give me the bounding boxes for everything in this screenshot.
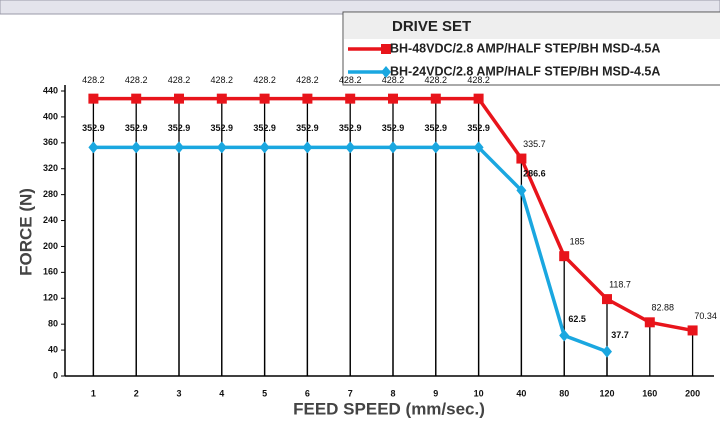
data-label: 352.9 xyxy=(467,123,490,133)
point xyxy=(516,153,527,164)
x-tick-label: 5 xyxy=(262,388,267,398)
legend-label: BH-24VDC/2.8 AMP/HALF STEP/BH MSD-4.5A xyxy=(390,64,660,78)
y-tick-label: 400 xyxy=(43,111,58,121)
data-label: 428.2 xyxy=(253,75,276,85)
x-tick-label: 10 xyxy=(474,388,484,398)
data-label: 428.2 xyxy=(339,75,362,85)
y-axis-label: FORCE (N) xyxy=(16,188,35,276)
y-tick-label: 120 xyxy=(43,293,58,303)
data-label: 352.9 xyxy=(382,123,405,133)
point xyxy=(174,141,184,154)
data-label: 62.5 xyxy=(568,314,586,324)
x-tick-label: 7 xyxy=(348,388,353,398)
data-label: 335.7 xyxy=(523,139,546,149)
data-label: 428.2 xyxy=(211,75,234,85)
data-label: 352.9 xyxy=(168,123,191,133)
data-label: 428.2 xyxy=(425,75,448,85)
legend-marker xyxy=(381,66,391,78)
point xyxy=(430,141,441,154)
point xyxy=(345,93,356,104)
point xyxy=(302,141,313,154)
data-label: 352.9 xyxy=(339,123,362,133)
x-tick-label: 3 xyxy=(176,388,181,398)
y-tick-label: 40 xyxy=(48,344,58,354)
data-label: 352.9 xyxy=(296,123,319,133)
data-label: 428.2 xyxy=(125,75,148,85)
y-tick-label: 160 xyxy=(43,267,58,277)
legend-header xyxy=(344,13,720,39)
point xyxy=(473,93,484,104)
x-tick-label: 4 xyxy=(219,388,224,398)
data-label: 185 xyxy=(570,237,585,247)
point xyxy=(88,141,99,154)
x-tick-label: 120 xyxy=(599,388,614,398)
point xyxy=(259,141,270,154)
y-tick-label: 280 xyxy=(43,189,58,199)
point xyxy=(687,325,698,336)
point xyxy=(602,345,612,358)
x-tick-label: 2 xyxy=(134,388,139,398)
point xyxy=(516,184,527,197)
x-tick-label: 8 xyxy=(390,388,395,398)
point xyxy=(345,141,356,154)
legend-title: DRIVE SET xyxy=(392,18,471,35)
y-tick-label: 320 xyxy=(43,163,58,173)
x-tick-label: 1 xyxy=(91,388,96,398)
x-tick-label: 160 xyxy=(642,388,657,398)
legend-marker xyxy=(381,44,391,54)
x-tick-label: 6 xyxy=(305,388,310,398)
data-label: 82.88 xyxy=(652,303,675,313)
data-label: 352.9 xyxy=(211,123,234,133)
x-tick-label: 80 xyxy=(559,388,569,398)
x-tick-label: 40 xyxy=(516,388,526,398)
point xyxy=(388,141,398,154)
point xyxy=(174,93,184,104)
point xyxy=(259,93,270,104)
data-label: 286.6 xyxy=(523,169,546,179)
data-label: 428.2 xyxy=(382,75,405,85)
point xyxy=(131,93,142,104)
x-tick-label: 200 xyxy=(685,388,700,398)
point xyxy=(131,141,142,154)
data-label: 70.34 xyxy=(694,311,717,321)
point xyxy=(473,141,484,154)
y-tick-label: 80 xyxy=(48,319,58,329)
y-tick-label: 240 xyxy=(43,215,58,225)
data-label: 428.2 xyxy=(82,75,105,85)
point xyxy=(430,93,441,104)
legend-label: BH-48VDC/2.8 AMP/HALF STEP/BH MSD-4.5A xyxy=(390,41,660,55)
data-label: 352.9 xyxy=(125,123,148,133)
data-label: 428.2 xyxy=(467,75,490,85)
data-label: 428.2 xyxy=(296,75,319,85)
point xyxy=(644,317,655,328)
data-label: 37.7 xyxy=(611,330,629,340)
x-axis-label: FEED SPEED (mm/sec.) xyxy=(293,399,485,418)
point xyxy=(559,329,570,342)
point xyxy=(388,93,398,104)
point xyxy=(559,251,570,262)
data-label: 118.7 xyxy=(609,279,631,289)
point xyxy=(88,93,99,104)
point xyxy=(216,141,227,154)
data-label: 428.2 xyxy=(168,75,191,85)
y-tick-label: 200 xyxy=(43,241,58,251)
data-label: 352.9 xyxy=(82,123,105,133)
point xyxy=(216,93,227,104)
point xyxy=(302,93,313,104)
data-label: 352.9 xyxy=(253,123,276,133)
x-tick-label: 9 xyxy=(433,388,438,398)
point xyxy=(602,294,612,305)
y-tick-label: 360 xyxy=(43,137,58,147)
y-tick-label: 440 xyxy=(43,85,58,95)
y-tick-label: 0 xyxy=(53,370,58,380)
data-label: 352.9 xyxy=(425,123,448,133)
